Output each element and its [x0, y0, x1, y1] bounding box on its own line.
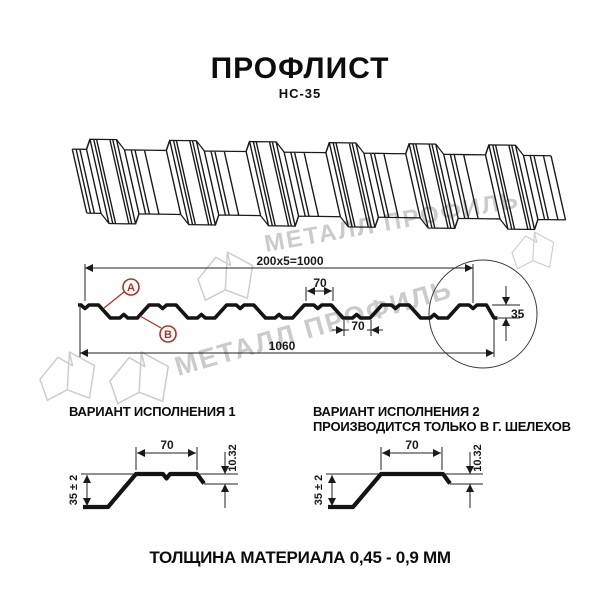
profile-model-code: НС-35 — [278, 86, 322, 101]
variant1-dim-top: 70 — [160, 438, 174, 452]
dim-coverage-label: 200x5=1000 — [256, 254, 323, 268]
variant2-dim-lip: 10.32 — [472, 444, 484, 472]
variant2-subtitle: ПРОИЗВОДИТСЯ ТОЛЬКО В Г. ШЕЛЕХОВ — [313, 419, 571, 434]
variant1-heading: ВАРИАНТ ИСПОЛНЕНИЯ 1 — [69, 404, 236, 419]
variant1-drawing: 70 35 ± 2 10.32 — [68, 438, 239, 510]
variant1-dim-lip: 10.32 — [227, 444, 239, 472]
variant2-dim-top: 70 — [405, 438, 419, 452]
page-title: ПРОФЛИСТ — [210, 52, 390, 85]
sheet-3d-drawing — [69, 138, 569, 231]
callout-b-label: В — [164, 329, 172, 341]
callout-b: В — [139, 315, 177, 343]
detail-circle — [428, 259, 538, 369]
profile-outline — [78, 303, 498, 320]
variant1-dim-height: 35 ± 2 — [68, 475, 80, 506]
variant2-dim-height: 35 ± 2 — [313, 475, 325, 506]
cross-section-diagram: 200x5=1000 70 70 — [78, 254, 538, 369]
dim-overall-label: 1060 — [269, 339, 296, 353]
material-thickness-note: ТОЛЩИНА МАТЕРИАЛА 0,45 - 0,9 ММ — [149, 548, 451, 567]
dimension-overall-width — [79, 307, 495, 357]
dim-rib-top-label: 70 — [313, 276, 327, 290]
callout-a-label: А — [127, 282, 135, 294]
variant1-profile — [83, 471, 206, 510]
variant2-title: ВАРИАНТ ИСПОЛНЕНИЯ 2 — [313, 404, 480, 419]
variant2-drawing: 70 35 ± 2 10.32 — [313, 438, 484, 510]
dim-label-backing — [349, 320, 367, 331]
dim-rib-bottom-label: 70 — [351, 319, 365, 333]
dimension-coverage-width — [84, 264, 474, 303]
dimension-height — [492, 286, 520, 341]
variant1-title: ВАРИАНТ ИСПОЛНЕНИЯ 1 — [69, 404, 236, 419]
variant2-heading: ВАРИАНТ ИСПОЛНЕНИЯ 2 ПРОИЗВОДИТСЯ ТОЛЬКО… — [313, 404, 571, 434]
dim-height-label: 35 — [511, 307, 525, 321]
variant2-profile — [328, 471, 452, 510]
callout-a: А — [103, 278, 140, 309]
dimension-rib-top — [305, 287, 334, 301]
